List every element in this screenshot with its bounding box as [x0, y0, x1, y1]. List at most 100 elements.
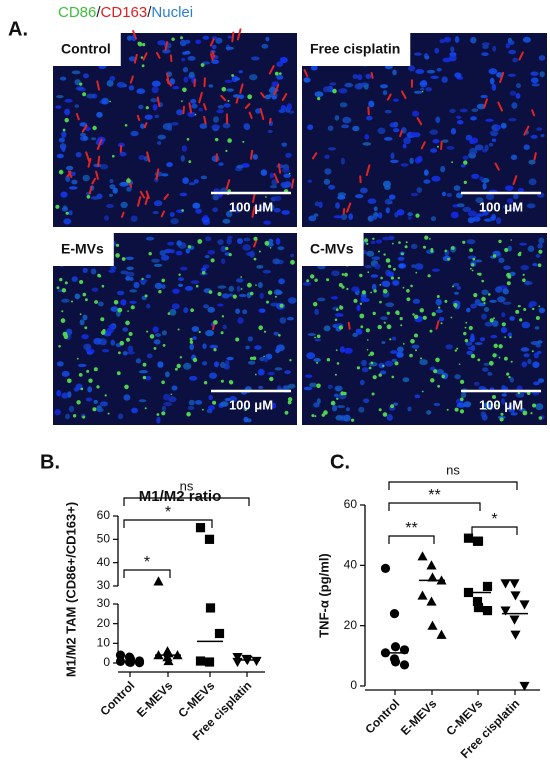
- cd86-signal: [510, 239, 512, 241]
- cd163-signal: [494, 162, 500, 171]
- nucleus: [314, 201, 320, 207]
- cd86-signal: [189, 340, 194, 344]
- y-tick-label: 20: [344, 618, 358, 632]
- nucleus: [226, 88, 234, 92]
- nucleus: [195, 400, 203, 405]
- nucleus: [334, 385, 343, 392]
- cd86-signal: [170, 393, 173, 396]
- nucleus: [110, 265, 117, 271]
- nucleus: [538, 237, 545, 244]
- nucleus: [303, 386, 313, 391]
- cd86-signal: [436, 295, 440, 298]
- cd86-signal: [522, 278, 526, 283]
- nucleus: [435, 116, 441, 124]
- nucleus: [532, 361, 540, 369]
- nucleus: [327, 384, 333, 389]
- nucleus: [500, 327, 508, 334]
- nucleus: [389, 122, 398, 128]
- cd86-signal: [365, 328, 370, 333]
- label-box: [53, 233, 114, 266]
- nucleus: [363, 398, 370, 404]
- nucleus: [145, 375, 152, 381]
- cd163-signal: [311, 152, 318, 160]
- nucleus: [154, 114, 159, 118]
- nucleus: [504, 185, 514, 191]
- cd86-signal: [258, 325, 264, 331]
- nucleus: [509, 377, 514, 383]
- cd86-signal: [471, 269, 474, 272]
- cd86-signal: [162, 344, 166, 347]
- nucleus: [201, 267, 207, 273]
- data-point: [427, 572, 438, 582]
- cd86-signal: [429, 329, 433, 333]
- nucleus: [520, 347, 530, 352]
- nucleus: [481, 289, 489, 296]
- nucleus: [145, 274, 151, 279]
- cd86-signal: [137, 41, 142, 46]
- data-point: [214, 628, 225, 639]
- nucleus: [214, 361, 219, 368]
- nucleus: [138, 370, 148, 374]
- nucleus: [323, 86, 331, 93]
- nucleus: [233, 206, 241, 213]
- nucleus: [356, 74, 363, 81]
- nucleus: [202, 361, 208, 366]
- nucleus: [392, 280, 400, 286]
- nucleus: [470, 333, 475, 341]
- nucleus: [182, 67, 189, 73]
- nucleus: [384, 360, 394, 367]
- cd86-signal: [190, 308, 194, 313]
- cd86-signal: [121, 257, 126, 261]
- cd163-signal: [166, 72, 170, 85]
- cd86-signal: [458, 363, 461, 366]
- nucleus: [459, 108, 468, 113]
- nucleus: [440, 165, 446, 173]
- cd86-signal: [80, 387, 84, 391]
- cd86-signal: [522, 273, 525, 276]
- cd86-signal: [145, 106, 149, 110]
- cd163-signal: [250, 149, 254, 160]
- cd163-signal: [95, 170, 99, 180]
- nucleus: [535, 254, 541, 258]
- nucleus: [392, 69, 397, 76]
- cd86-signal: [142, 43, 146, 47]
- nucleus: [517, 187, 525, 193]
- nucleus: [211, 44, 217, 50]
- data-point: [380, 563, 391, 573]
- cd86-signal: [390, 404, 394, 409]
- nucleus: [355, 328, 363, 335]
- cd86-signal: [517, 305, 521, 308]
- cd86-signal: [336, 397, 339, 400]
- nucleus: [128, 85, 135, 91]
- nucleus: [530, 71, 539, 76]
- nucleus: [138, 155, 145, 160]
- legend-part: CD163: [101, 4, 148, 21]
- nucleus: [540, 134, 545, 138]
- nucleus: [471, 108, 479, 112]
- cd86-signal: [415, 271, 418, 274]
- cd86-signal: [62, 331, 68, 337]
- nucleus: [507, 332, 513, 337]
- cd86-signal: [177, 328, 180, 331]
- cd86-signal: [210, 258, 215, 263]
- cd86-signal: [82, 292, 87, 297]
- nucleus: [195, 208, 202, 214]
- image-label: C-MVs: [310, 241, 354, 257]
- nucleus: [339, 102, 348, 108]
- cd86-signal: [344, 272, 348, 277]
- cd86-signal: [78, 373, 83, 377]
- cd86-signal: [217, 292, 222, 296]
- cd163-signal: [533, 152, 537, 161]
- nucleus: [181, 57, 186, 62]
- nucleus: [538, 55, 546, 61]
- nucleus: [461, 392, 467, 399]
- cd86-signal: [161, 278, 165, 283]
- nucleus: [480, 94, 488, 99]
- nucleus: [481, 313, 487, 320]
- cd86-signal: [141, 277, 144, 281]
- nucleus: [112, 187, 118, 194]
- nucleus: [454, 36, 460, 43]
- cd86-signal: [334, 373, 337, 376]
- cd86-signal: [112, 154, 115, 158]
- nucleus: [415, 69, 425, 74]
